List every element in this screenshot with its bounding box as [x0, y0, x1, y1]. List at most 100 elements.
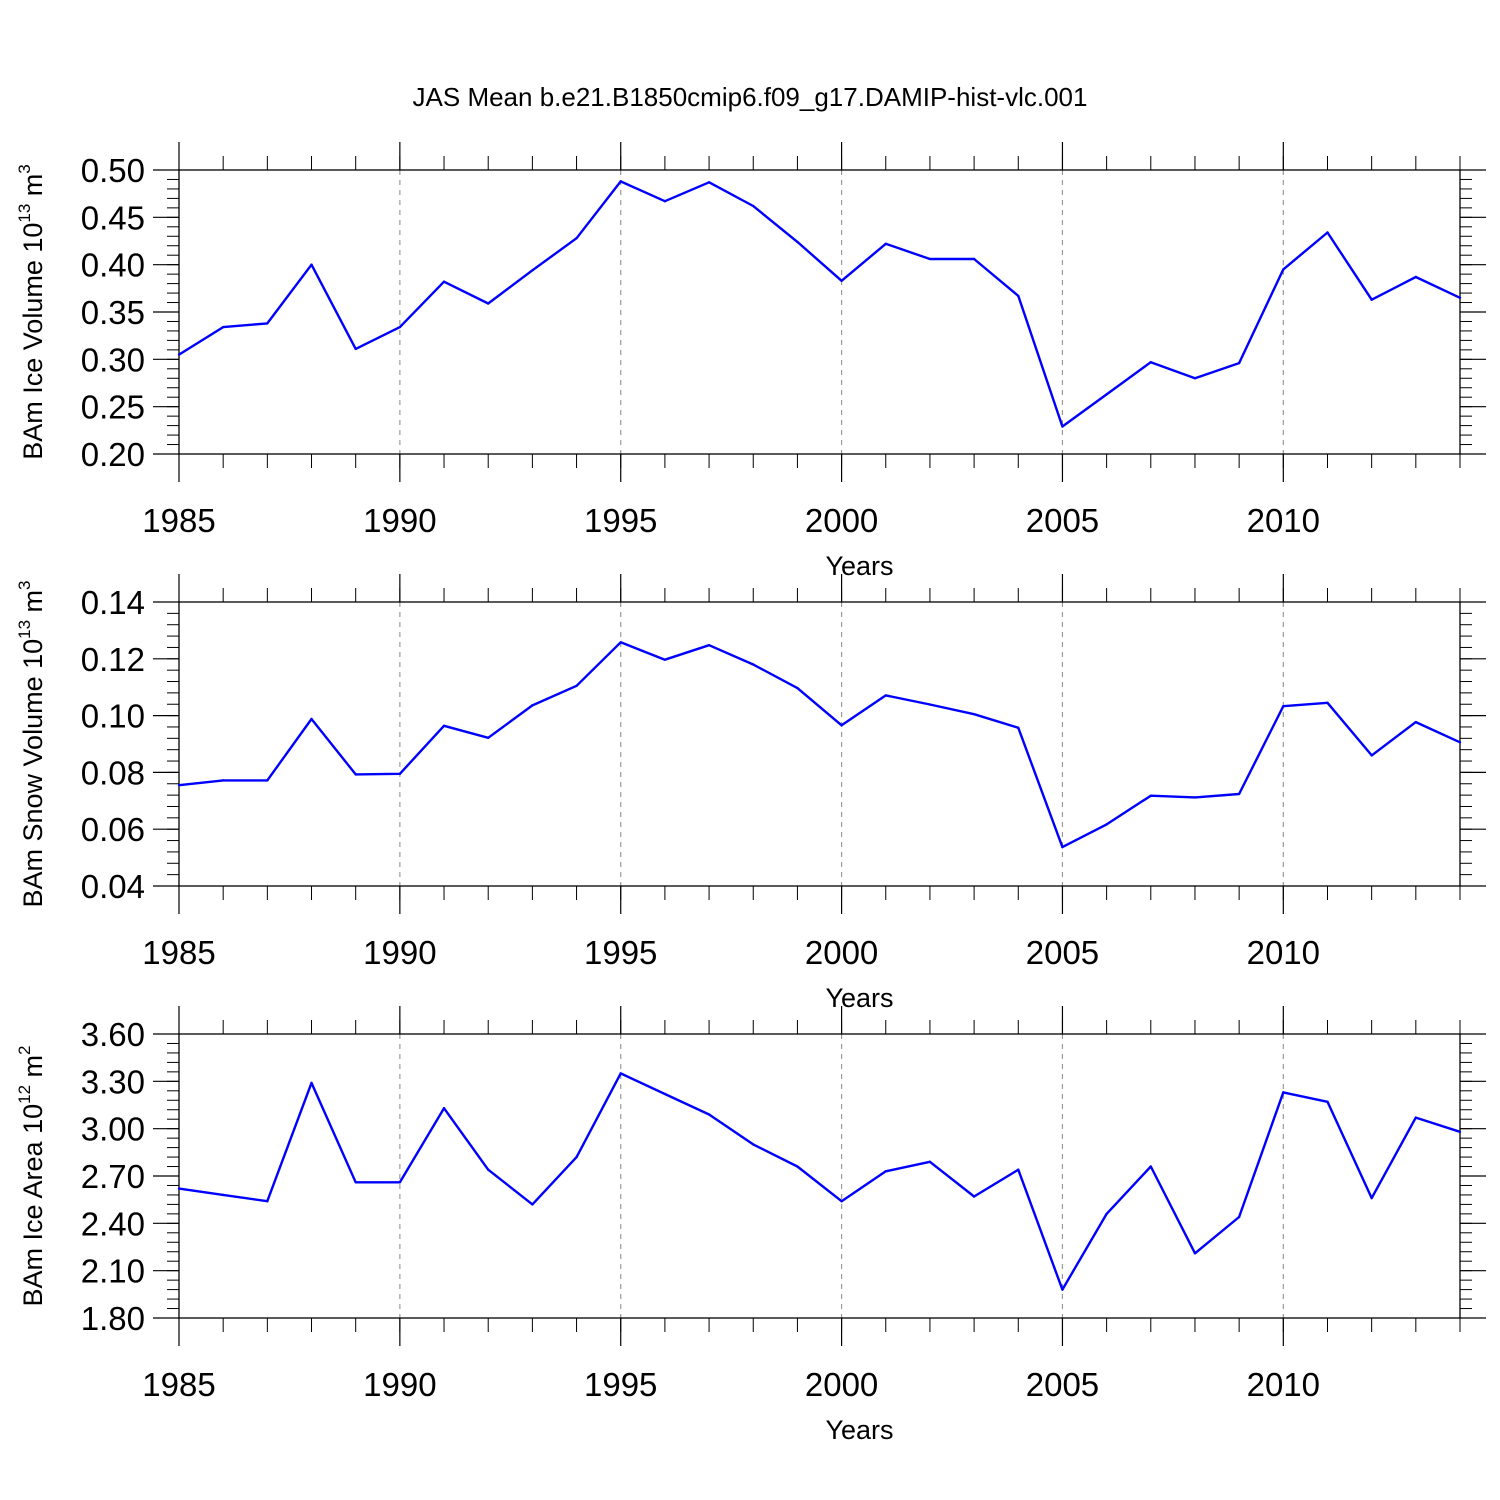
data-point — [1149, 360, 1152, 364]
x-tick-label: 2005 — [1026, 502, 1099, 539]
y-tick-label: 0.30 — [81, 341, 145, 378]
plot-frame — [178, 1033, 1461, 1319]
x-tick-label: 2000 — [805, 502, 878, 539]
data-point — [1282, 705, 1285, 708]
x-axis-label: Years — [825, 983, 893, 1013]
y-axis-label: BAm Ice Area 1012 m2 — [15, 1046, 48, 1307]
data-point — [1282, 1091, 1285, 1094]
data-point — [1017, 294, 1020, 298]
data-point — [619, 180, 622, 183]
y-tick-label: 2.10 — [81, 1253, 145, 1290]
data-point — [1237, 361, 1241, 365]
y-tick-label: 0.20 — [81, 436, 145, 473]
x-tick-label: 2000 — [805, 934, 878, 971]
data-point — [1326, 701, 1329, 705]
data-point — [177, 783, 181, 787]
x-tick-label: 2010 — [1247, 934, 1320, 971]
data-point — [531, 1203, 534, 1206]
data-point — [1414, 1116, 1418, 1119]
data-point — [266, 1200, 269, 1203]
y-tick-label: 3.30 — [81, 1063, 145, 1100]
data-point — [796, 1165, 799, 1168]
x-tick-label: 1985 — [142, 934, 215, 971]
data-point — [442, 724, 446, 728]
chart-panel-1: 1985 1990 1995 2000 2005 2010 0.20 0.25 0.30 0.35… — [15, 142, 1486, 581]
data-point — [221, 779, 225, 782]
x-axis-label: Years — [825, 1415, 893, 1445]
data-point — [840, 1200, 843, 1203]
data-point — [398, 772, 402, 776]
data-point — [1237, 1215, 1241, 1219]
data-point — [707, 643, 711, 647]
x-tick-label: 1990 — [363, 1366, 436, 1403]
data-point — [1326, 231, 1329, 234]
data-point — [1458, 741, 1462, 744]
y-tick-label: 0.14 — [81, 584, 145, 621]
data-point — [1282, 268, 1285, 271]
data-point — [663, 1092, 667, 1096]
data-point — [1061, 1288, 1064, 1291]
data-point — [1061, 845, 1064, 849]
data-point — [487, 1168, 490, 1171]
y-tick-label: 3.60 — [81, 1016, 145, 1053]
data-point — [1458, 296, 1462, 299]
y-tick-label: 0.25 — [81, 389, 145, 426]
data-point — [266, 779, 269, 782]
plot-frame — [178, 601, 1461, 887]
y-tick-label: 2.70 — [81, 1158, 145, 1195]
data-point — [310, 717, 313, 721]
series-line — [178, 641, 1461, 849]
data-point — [1105, 393, 1108, 396]
figure-title: JAS Mean b.e21.B1850cmip6.f09_g17.DAMIP-… — [412, 82, 1088, 112]
data-point — [354, 1181, 357, 1184]
x-tick-label: 2005 — [1026, 934, 1099, 971]
x-axis-label: Years — [825, 551, 893, 581]
x-tick-label: 1985 — [142, 502, 215, 539]
data-point — [575, 1155, 578, 1159]
data-point — [354, 773, 357, 776]
chart-panel-2: 1985 1990 1995 2000 2005 2010 0.04 0.06 0.08 0.10… — [15, 574, 1486, 1013]
data-point — [663, 200, 667, 203]
data-point — [1237, 792, 1241, 796]
y-tick-label: 2.40 — [81, 1205, 145, 1242]
data-point — [663, 658, 667, 661]
y-tick-label: 0.35 — [81, 294, 145, 331]
data-point — [1370, 754, 1373, 757]
data-point — [884, 1170, 887, 1173]
y-tick-label: 0.10 — [81, 698, 145, 735]
data-point — [310, 263, 313, 266]
data-point — [177, 353, 181, 356]
y-tick-label: 3.00 — [81, 1111, 145, 1148]
data-point — [619, 1072, 622, 1075]
data-point — [928, 1160, 932, 1164]
y-tick-label: 1.80 — [81, 1300, 145, 1337]
data-point — [398, 1181, 402, 1184]
x-tick-label: 1995 — [584, 1366, 657, 1403]
data-point — [1061, 425, 1064, 428]
y-axis-label: BAm Ice Volume 1013 m3 — [15, 164, 48, 460]
data-point — [1458, 1130, 1462, 1134]
x-tick-label: 2010 — [1247, 502, 1320, 539]
x-tick-label: 1995 — [584, 934, 657, 971]
x-tick-label: 1985 — [142, 1366, 215, 1403]
data-point — [928, 703, 932, 706]
y-tick-label: 0.08 — [81, 754, 145, 791]
y-axis-label: BAm Snow Volume 1013 m3 — [15, 580, 48, 907]
data-point — [752, 663, 755, 666]
x-tick-label: 1995 — [584, 502, 657, 539]
data-point — [1370, 298, 1373, 301]
y-tick-label: 0.45 — [81, 199, 145, 236]
data-point — [840, 724, 843, 727]
data-point — [1105, 823, 1108, 826]
data-point — [1149, 794, 1152, 797]
data-point — [707, 181, 711, 184]
data-point — [1414, 275, 1418, 279]
y-tick-label: 0.06 — [81, 811, 145, 848]
data-point — [1193, 796, 1197, 799]
data-point — [1370, 1196, 1373, 1200]
data-point — [354, 347, 357, 351]
data-point — [1149, 1165, 1152, 1168]
data-point — [575, 684, 578, 687]
series-line — [178, 180, 1461, 428]
